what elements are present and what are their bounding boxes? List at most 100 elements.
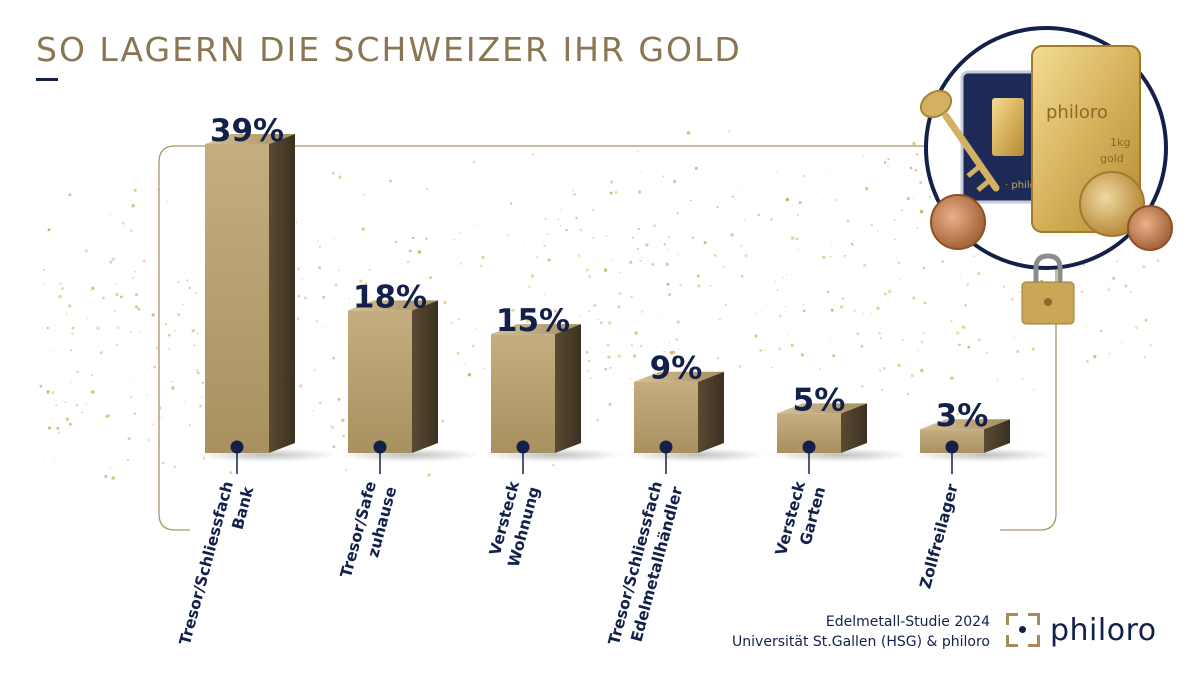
gold-dust-particle [1143,356,1146,358]
gold-dust-particle [689,199,692,202]
gold-dust-particle [1116,260,1118,263]
gold-dust-particle [111,257,115,261]
gold-dust-particle [764,349,766,352]
gold-dust-particle [474,328,477,330]
gold-dust-particle [59,282,62,285]
gold-dust-particle [668,236,671,239]
gold-dust-particle [530,274,534,278]
gold-dust-particle [463,362,465,365]
gold-dust-particle [761,268,763,270]
gold-dust-particle [955,331,960,335]
philoro-logo[interactable]: philoro [1006,610,1157,650]
gold-dust-particle [104,474,108,479]
bar-side [269,134,295,453]
bar-group-5: 3% Zollfreilager [912,398,1052,591]
bar-top [205,134,295,144]
gold-dust-particle [173,465,176,468]
gold-dust-particle [900,209,903,212]
gold-products-illustration: · philoro philoro 1kg gold [919,26,1173,325]
bar-marker-dot [945,440,959,454]
gold-dust-particle [871,312,873,314]
gold-dust-particle [450,322,453,325]
gold-dust-particle [870,223,873,226]
gold-dust-particle [483,367,485,369]
gold-dust-particle [99,351,103,355]
gold-dust-particle [860,344,864,348]
gold-dust-particle [796,214,800,217]
gold-dust-particle [147,438,151,442]
gold-dust-particle [317,265,322,270]
gold-dust-particle [929,195,932,199]
gold-dust-particle [511,308,515,313]
gold-dust-particle [631,388,633,390]
gold-dust-particle [897,363,901,367]
gold-dust-particle [901,338,904,341]
gold-dust-particle [47,228,51,232]
gold-dust-particle [842,297,844,300]
bar-top [634,371,724,382]
gold-dust-particle [155,346,160,350]
gold-dust-particle [528,479,530,481]
gold-dust-particle [666,282,670,286]
gold-dust-particle [572,190,574,192]
gold-dust-particle [878,368,882,372]
gold-dust-particle [785,273,788,276]
gold-dust-particle [738,364,742,368]
gold-dust-particle [977,272,981,276]
gold-dust-particle [985,351,988,355]
gold-dust-particle [697,284,701,288]
gold-dust-particle [182,304,184,306]
gold-dust-particle [782,277,784,279]
gold-dust-particle [997,379,999,381]
gold-dust-particle [1107,288,1111,291]
gold-dust-particle [1092,354,1097,359]
title-underline [36,78,58,81]
gold-dust-particle [190,314,192,316]
gold-dust-particle [1000,272,1002,274]
gold-dust-particle [48,426,51,430]
gold-dust-particle [906,196,910,201]
gold-dust-particle [645,243,649,247]
gold-dust-particle [71,326,75,330]
gold-dust-particle [76,370,79,373]
gold-dust-particle [701,231,703,233]
gold-dust-particle [731,195,735,199]
gold-dust-particle [412,236,415,240]
gold-dust-particle [861,385,864,388]
gold-dust-particle [84,249,88,253]
gold-dust-particle [458,318,460,320]
gold-dust-particle [641,257,643,259]
gold-dust-particle [608,402,612,406]
gold-dust-particle [71,332,74,336]
gold-dust-particle [365,282,368,285]
gold-dust-particle [195,369,198,372]
gold-dust-particle [610,259,613,261]
gold-dust-particle [893,219,896,222]
gold-dust-particle [297,295,300,298]
gold-dust-particle [691,236,695,240]
gold-dust-particle [102,297,105,300]
gold-dust-particle [456,351,460,355]
bar-0 [205,144,269,453]
category-label-line: Tresor/Schliessfach [176,479,237,647]
gold-dust-particle [912,141,916,146]
gold-dust-particle [1085,359,1089,364]
gold-dust-particle [201,396,203,398]
gold-dust-particle [134,270,136,273]
gold-dust-particle [1084,326,1087,329]
gold-dust-particle [865,186,869,191]
gold-dust-particle [665,262,669,266]
gold-dust-particle [133,188,137,192]
gold-dust-particle [96,326,100,330]
gold-dust-particle [472,160,476,164]
gold-dust-particle [667,248,670,250]
gold-dust-particle [141,376,143,378]
gold-dust-particle [819,368,821,370]
gold-dust-particle [146,367,149,369]
gold-dust-particle [887,165,889,167]
chart-frame-left [158,145,190,531]
gold-dust-particle [977,338,982,342]
gold-dust-particle [898,279,901,281]
